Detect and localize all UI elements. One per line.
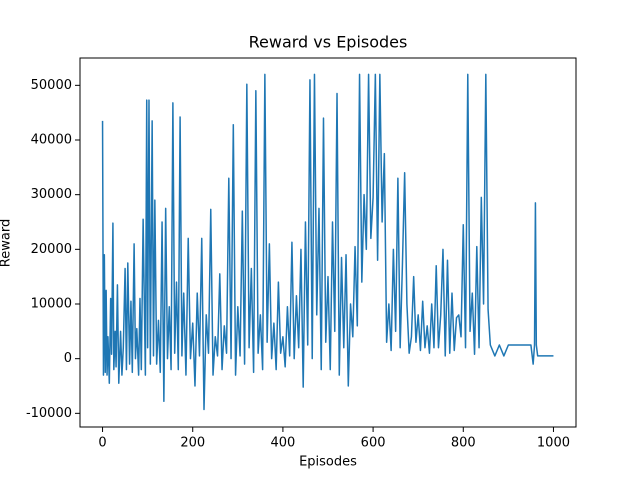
- x-tick-label: 200: [180, 436, 205, 451]
- axes-frame: [79, 57, 577, 428]
- line: [101, 73, 554, 411]
- y-tick-label: 30000: [31, 187, 72, 202]
- y-tick-label: 20000: [31, 242, 72, 257]
- chart-title: Reward vs Episodes: [249, 33, 408, 52]
- y-tick-label: -10000: [26, 406, 72, 421]
- x-tick-label: 800: [451, 436, 476, 451]
- y-tick-label: 40000: [31, 133, 72, 148]
- x-tick-label: 600: [361, 436, 386, 451]
- x-axis-label: Episodes: [299, 455, 357, 470]
- y-tick-label: 0: [64, 351, 72, 366]
- x-tick-label: 1000: [537, 436, 570, 451]
- x-tick-label: 0: [98, 436, 106, 451]
- y-tick-label: 10000: [31, 297, 72, 312]
- y-tick-label: 50000: [31, 78, 72, 93]
- y-axis-label: Reward: [0, 219, 14, 267]
- x-tick-label: 400: [270, 436, 295, 451]
